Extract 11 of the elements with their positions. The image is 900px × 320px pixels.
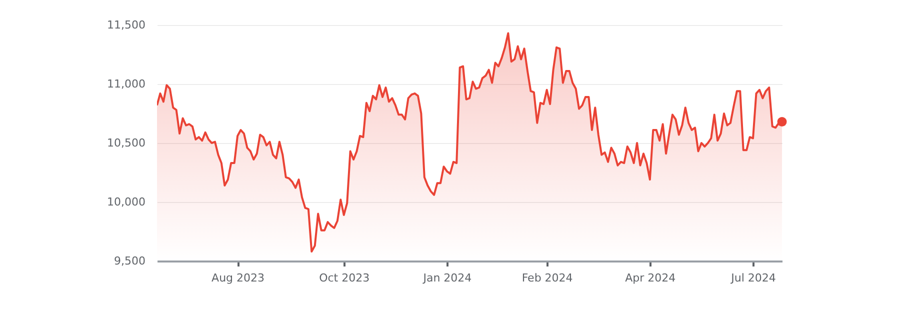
x-tick-label: Oct 2023 (319, 272, 370, 284)
x-tick-label: Apr 2024 (625, 272, 676, 284)
x-tick-label: Feb 2024 (522, 272, 573, 284)
y-tick-label: 9,500 (114, 254, 146, 268)
x-tick-label: Aug 2023 (212, 272, 265, 284)
x-tick-label: Jul 2024 (730, 272, 776, 284)
y-tick-label: 10,000 (107, 196, 146, 208)
x-tick-label: Jan 2024 (422, 272, 472, 284)
y-tick-label: 11,500 (107, 18, 146, 32)
y-tick-label: 11,000 (107, 78, 146, 90)
y-tick-label: 10,500 (107, 136, 146, 150)
